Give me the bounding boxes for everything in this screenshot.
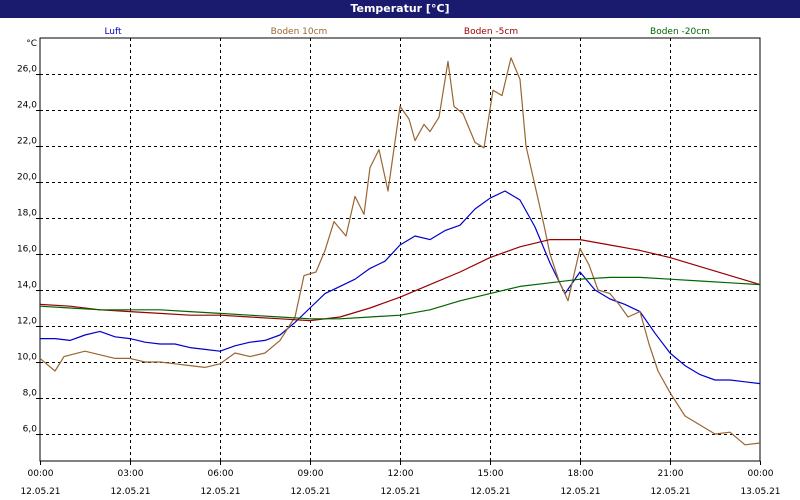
temperature-chart: 6,0 8,0 10,0 12,0 14,0 16,0 18,0 20,0 22,0 24,0 26… bbox=[17, 27, 781, 497]
legend-entry: Boden -20cm bbox=[650, 27, 710, 37]
chart-title: Temperatur [°C] bbox=[0, 0, 800, 18]
x-tick-label: 18:00 bbox=[568, 469, 594, 479]
x-tick-date-label: 12.05.21 bbox=[110, 487, 150, 497]
y-tick-label: 12,0 bbox=[17, 317, 37, 327]
x-tick-label: 09:00 bbox=[298, 469, 324, 479]
x-tick-date-label: 12.05.21 bbox=[20, 487, 60, 497]
x-tick-date-label: 12.05.21 bbox=[290, 487, 330, 497]
y-tick-label: 20,0 bbox=[17, 173, 37, 183]
y-tick-label: 8,0 bbox=[23, 389, 38, 399]
x-tick-date-label: 12.05.21 bbox=[560, 487, 600, 497]
y-tick-label: 14,0 bbox=[17, 281, 37, 291]
x-tick-label: 06:00 bbox=[208, 469, 234, 479]
y-tick-label: 26,0 bbox=[17, 65, 37, 75]
x-tick-date-label: 12.05.21 bbox=[470, 487, 510, 497]
x-tick-label: 12:00 bbox=[388, 469, 414, 479]
x-tick-date-label: 12.05.21 bbox=[200, 487, 240, 497]
y-tick-label: 22,0 bbox=[17, 137, 37, 147]
x-tick-label: 03:00 bbox=[118, 469, 144, 479]
series-line bbox=[39, 239, 761, 322]
y-tick-label: 10,0 bbox=[17, 353, 37, 363]
y-tick-label: 18,0 bbox=[17, 209, 37, 219]
x-tick-date-label: 12.05.21 bbox=[380, 487, 420, 497]
y-tick-label: 16,0 bbox=[17, 245, 37, 255]
legend-entry: Boden -5cm bbox=[464, 27, 518, 37]
legend-entry: Luft bbox=[104, 27, 122, 37]
x-tick-date-label: 12.05.21 bbox=[650, 487, 690, 497]
y-tick-label: 24,0 bbox=[17, 101, 37, 111]
y-axis-label: °C bbox=[26, 39, 37, 49]
x-tick-label: 00:00 bbox=[748, 469, 774, 479]
series-line bbox=[39, 57, 761, 446]
y-tick-label: 6,0 bbox=[23, 425, 38, 435]
x-tick-label: 00:00 bbox=[28, 469, 54, 479]
x-tick-date-label: 13.05.21 bbox=[740, 487, 780, 497]
legend-entry: Boden 10cm bbox=[271, 27, 328, 37]
x-tick-label: 21:00 bbox=[658, 469, 684, 479]
series-line bbox=[39, 276, 761, 320]
x-tick-label: 15:00 bbox=[478, 469, 504, 479]
